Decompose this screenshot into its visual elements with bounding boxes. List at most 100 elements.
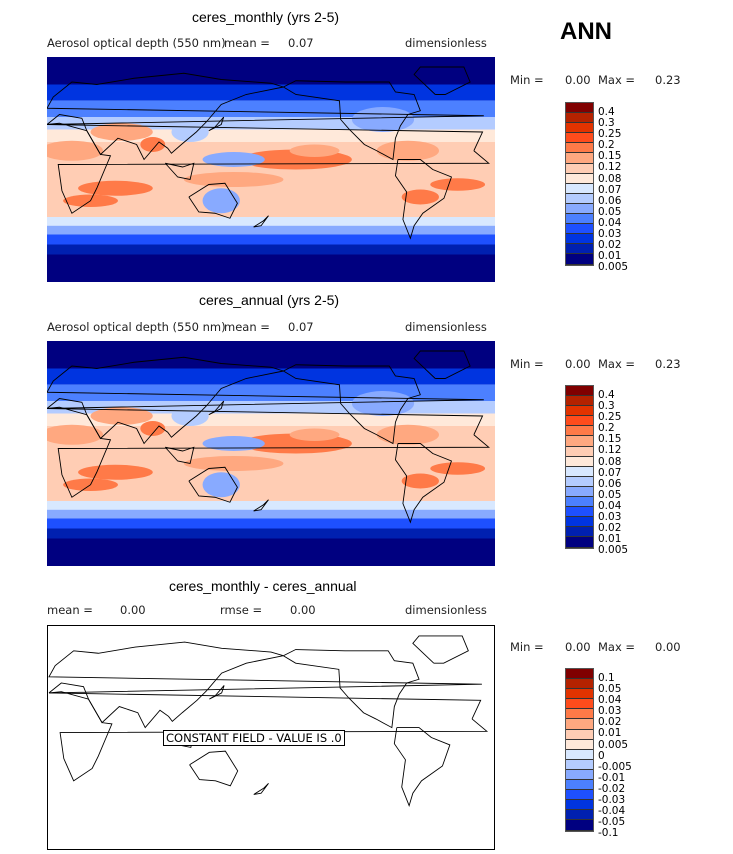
colorbar-tick-label: 0.05 xyxy=(598,683,622,696)
panel1-map xyxy=(47,57,495,282)
colorbar-swatch xyxy=(566,800,593,811)
panel1-title: ceres_monthly (yrs 2-5) xyxy=(192,9,340,25)
colorbar-tick-label: 0.07 xyxy=(598,466,622,479)
coastline xyxy=(393,727,451,807)
coastline xyxy=(47,72,484,161)
field-band xyxy=(47,254,495,282)
colorbar-tick-label: 0.1 xyxy=(598,672,615,684)
panel3-colorbar-labels: 0.1 0.05 0.04 0.03 0.02 0.01 0.005 0 -0.005 -0.01… xyxy=(598,672,632,839)
colorbar-swatch xyxy=(566,143,593,154)
panel3-mean: 0.00 xyxy=(120,603,146,617)
colorbar-swatch xyxy=(566,193,593,204)
colorbar-tick-label: 0.01 xyxy=(598,727,622,740)
colorbar-tick-label: 0.05 xyxy=(598,488,622,501)
colorbar-swatch xyxy=(566,426,593,437)
colorbar-swatch xyxy=(566,436,593,447)
colorbar-swatch xyxy=(566,224,593,235)
colorbar-swatch xyxy=(566,537,593,548)
colorbar-tick-label: 0.005 xyxy=(598,544,629,557)
panel2-mean-label: mean = xyxy=(224,320,270,334)
colorbar-swatch xyxy=(566,113,593,124)
field-feature xyxy=(430,178,486,191)
colorbar-swatch xyxy=(566,416,593,427)
panel3-min-label: Min = xyxy=(510,640,544,654)
coastline xyxy=(47,356,484,445)
coastline xyxy=(283,364,421,445)
field-feature xyxy=(289,144,340,157)
field-feature xyxy=(140,137,166,152)
colorbar-tick-label: -0.02 xyxy=(598,782,626,795)
colorbar-swatch xyxy=(566,729,593,740)
field-feature xyxy=(430,462,486,475)
colorbar-tick-label: 0.04 xyxy=(598,499,622,512)
colorbar-swatch xyxy=(566,507,593,518)
panel1-max: 0.23 xyxy=(655,73,681,87)
field-band xyxy=(47,244,495,255)
field-feature xyxy=(376,424,439,445)
colorbar-tick-label: 0.07 xyxy=(598,183,622,196)
field-band xyxy=(47,217,495,226)
colorbar-swatch xyxy=(566,203,593,215)
panel2-units: dimensionless xyxy=(405,320,487,334)
field-band xyxy=(47,84,495,101)
panel1-mean-label: mean = xyxy=(224,36,270,50)
colorbar-swatch xyxy=(566,466,593,477)
field-feature xyxy=(90,123,153,141)
field-band xyxy=(47,509,495,519)
coastline xyxy=(283,80,421,161)
colorbar-tick-label: 0.04 xyxy=(598,216,622,229)
panel1-colorbar xyxy=(565,102,594,266)
season-label: ANN xyxy=(560,18,612,45)
colorbar-swatch xyxy=(566,123,593,134)
colorbar-tick-label: 0.4 xyxy=(598,389,615,401)
colorbar-tick-label: 0.15 xyxy=(598,433,622,446)
field-feature xyxy=(202,188,240,214)
colorbar-swatch xyxy=(566,183,593,194)
colorbar-swatch xyxy=(566,699,593,710)
colorbar-tick-label: -0.04 xyxy=(598,805,626,818)
colorbar-swatch xyxy=(566,739,593,750)
panel1-units: dimensionless xyxy=(405,36,487,50)
colorbar-tick-label: 0.25 xyxy=(598,411,622,424)
colorbar-swatch xyxy=(566,133,593,144)
colorbar-swatch xyxy=(566,527,593,538)
colorbar-tick-label: 0.05 xyxy=(598,205,622,218)
coastline xyxy=(208,400,225,416)
colorbar-tick-label: 0.3 xyxy=(598,400,615,413)
coastline xyxy=(413,350,471,379)
colorbar-swatch xyxy=(566,759,593,770)
colorbar-swatch xyxy=(566,749,593,760)
colorbar-swatch xyxy=(566,406,593,417)
coastline xyxy=(394,443,453,524)
colorbar-tick-label: 0.15 xyxy=(598,150,622,163)
colorbar-swatch xyxy=(566,719,593,730)
colorbar-swatch xyxy=(566,689,593,700)
panel2-map xyxy=(47,341,495,566)
colorbar-swatch xyxy=(566,396,593,407)
colorbar-tick-label: 0.005 xyxy=(598,261,629,274)
field-band xyxy=(47,528,495,539)
colorbar-tick-label: 0.01 xyxy=(598,250,622,263)
panel1-mean: 0.07 xyxy=(288,36,314,50)
colorbar-swatch xyxy=(566,486,593,498)
coastline xyxy=(188,466,238,503)
panel3-max-label: Max = xyxy=(598,640,636,654)
colorbar-tick-label: 0.005 xyxy=(598,738,629,751)
colorbar-tick-label: 0.3 xyxy=(598,117,615,130)
coastline xyxy=(209,685,225,700)
colorbar-tick-label: 0.02 xyxy=(598,239,622,252)
field-feature xyxy=(183,172,284,187)
panel1-max-label: Max = xyxy=(598,73,636,87)
panel3-rmse: 0.00 xyxy=(290,603,316,617)
colorbar-swatch xyxy=(566,153,593,164)
coastline xyxy=(164,162,195,181)
colorbar-tick-label: 0.12 xyxy=(598,444,622,457)
panel2-colorbar xyxy=(565,385,594,549)
colorbar-swatch xyxy=(566,244,593,255)
field-band xyxy=(47,538,495,566)
field-feature xyxy=(351,391,415,416)
field-feature xyxy=(202,472,240,498)
field-band xyxy=(47,501,495,510)
field-band xyxy=(47,225,495,235)
colorbar-swatch xyxy=(566,517,593,528)
